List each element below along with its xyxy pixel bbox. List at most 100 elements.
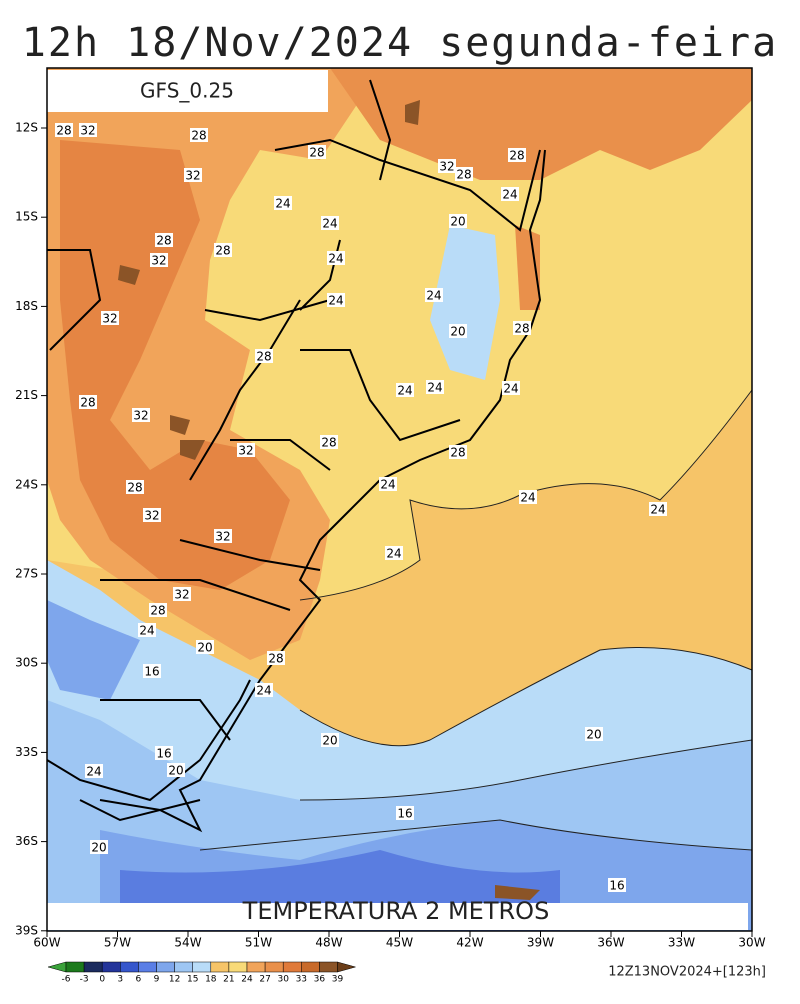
contour-label-bg <box>327 293 345 307</box>
contour-label: 32 <box>151 254 166 268</box>
contour-label: 20 <box>91 841 106 855</box>
colorbar-cell <box>174 961 193 973</box>
lat-label: 15S <box>15 210 38 224</box>
contour-label-bg <box>321 733 339 747</box>
lon-label: 36W <box>597 936 624 950</box>
contour-label: 20 <box>450 325 465 339</box>
lon-label: 48W <box>315 936 342 950</box>
contour-label-bg <box>649 502 667 516</box>
contour-label-bg <box>132 408 150 422</box>
contour-label: 16 <box>144 665 159 679</box>
contour-label-bg <box>143 664 161 678</box>
contour-label: 24 <box>328 294 343 308</box>
contour-label-bg <box>508 148 526 162</box>
contour-label: 24 <box>86 765 101 779</box>
contour-label: 28 <box>127 481 142 495</box>
contour-label-bg <box>155 746 173 760</box>
lon-label: 39W <box>527 936 554 950</box>
field-20-highland <box>430 225 500 380</box>
colorbar-label: 6 <box>136 975 142 985</box>
contour-label: 28 <box>509 149 524 163</box>
colorbar-label: 39 <box>332 975 344 985</box>
contour-label: 20 <box>586 728 601 742</box>
contour-label-bg <box>214 529 232 543</box>
contour-label: 24 <box>503 382 518 396</box>
colorbar-label: 30 <box>277 975 289 985</box>
colorbar-cell <box>210 961 230 973</box>
contour-label: 28 <box>80 396 95 410</box>
contour-label-bg <box>327 251 345 265</box>
colorbar-label: 27 <box>259 975 270 985</box>
contour-label: 32 <box>215 530 230 544</box>
colorbar-cell <box>319 961 338 973</box>
contour-label: 24 <box>502 188 517 202</box>
contour-label-bg <box>379 477 397 491</box>
contour-label-bg <box>79 395 97 409</box>
contour-label-bg <box>385 546 403 560</box>
contour-label-bg <box>237 443 255 457</box>
coastline <box>99 149 546 833</box>
colorbar-label: -3 <box>80 975 89 985</box>
model-box <box>47 70 328 112</box>
contour-label-bg <box>196 640 214 654</box>
contour-label-bg <box>184 168 202 182</box>
field-28-north <box>330 68 752 180</box>
contour-label: 24 <box>139 624 154 638</box>
contour-label-bg <box>167 763 185 777</box>
contour-label-bg <box>155 233 173 247</box>
lat-label: 39S <box>15 923 38 937</box>
contour-label-bg <box>501 187 519 201</box>
lon-label: 54W <box>174 936 201 950</box>
contour-label-bg <box>190 128 208 142</box>
map-title-box <box>47 903 748 930</box>
contour-label-bg <box>425 288 443 302</box>
contour-label: 24 <box>426 289 441 303</box>
contour-label: 28 <box>456 168 471 182</box>
contour-label-bg <box>449 324 467 338</box>
lon-label: 57W <box>104 936 131 950</box>
lon-label: 42W <box>456 936 483 950</box>
contour-label: 32 <box>102 312 117 326</box>
colorbar-cell <box>228 961 248 973</box>
contour-label-bg <box>449 214 467 228</box>
contour-label: 28 <box>450 446 465 460</box>
colorbar-cell <box>83 961 103 973</box>
lon-label: 51W <box>245 936 272 950</box>
run-label: 12Z13NOV2024+[123h] <box>608 965 766 980</box>
contour-label-bg <box>101 311 119 325</box>
contour-label: 24 <box>322 217 337 231</box>
contour-label: 28 <box>268 652 283 666</box>
lat-label: 36S <box>15 834 38 848</box>
title: 12h 18/Nov/2024 segunda-feira <box>22 20 778 66</box>
field-32 <box>60 140 290 590</box>
lat-label: 18S <box>15 299 38 313</box>
contour-label: 28 <box>215 244 230 258</box>
colorbar-label: 33 <box>296 975 307 985</box>
contour-label: 16 <box>609 879 624 893</box>
colorbar-label: 36 <box>314 975 326 985</box>
contour-label: 32 <box>80 124 95 138</box>
field-28-coast <box>515 225 540 310</box>
lat-label: 21S <box>15 388 38 402</box>
contour-label: 20 <box>322 734 337 748</box>
colorbar-cell <box>192 961 212 973</box>
lat-label: 33S <box>15 745 38 759</box>
lon-label: 33W <box>668 936 695 950</box>
lat-label: 24S <box>15 477 38 491</box>
contour-label-bg <box>267 651 285 665</box>
colorbar-label: 3 <box>117 975 123 985</box>
contour-label-bg <box>455 167 473 181</box>
contour-label: 28 <box>256 350 271 364</box>
contour-label: 20 <box>168 764 183 778</box>
contour-label: 24 <box>380 478 395 492</box>
lat-label: 27S <box>15 567 38 581</box>
contour-label-bg <box>138 623 156 637</box>
colorbar-cell <box>301 961 320 973</box>
contour-label: 32 <box>238 444 253 458</box>
contour-label-bg <box>396 806 414 820</box>
lat-label: 30S <box>15 656 38 670</box>
contour-label-bg <box>85 764 103 778</box>
contour-label: 28 <box>321 436 336 450</box>
